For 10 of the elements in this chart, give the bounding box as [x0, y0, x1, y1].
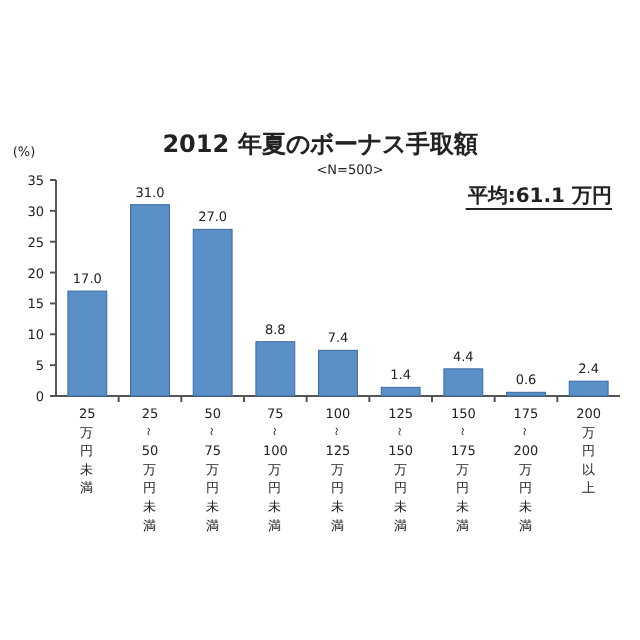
bar — [318, 349, 358, 397]
annotation: 平均:61.1 万円 — [465, 184, 612, 208]
bar — [443, 368, 484, 397]
bar — [192, 228, 233, 397]
bar — [568, 380, 609, 397]
chart-title: 2012 年夏のボーナス手取額 — [162, 130, 478, 158]
bar — [380, 386, 421, 397]
bar — [67, 290, 108, 397]
bar — [130, 204, 170, 397]
bar — [255, 341, 296, 397]
